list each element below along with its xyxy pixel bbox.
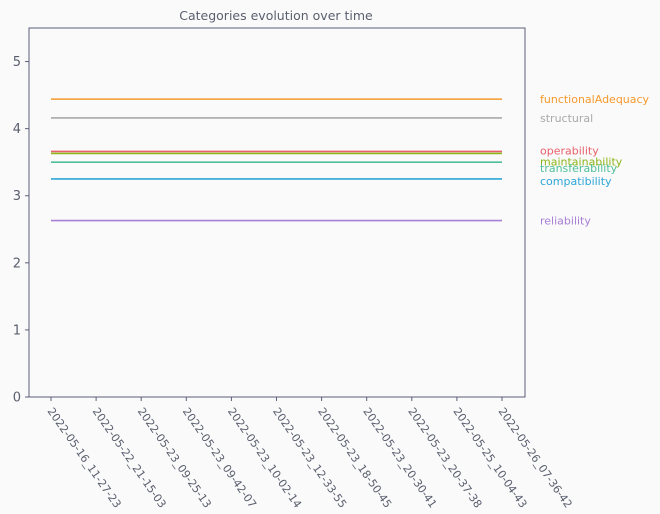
- series-label: compatibility: [540, 175, 612, 188]
- y-tick-label: 5: [13, 55, 21, 70]
- series-label: maintainability: [540, 155, 623, 168]
- y-tick-label: 2: [13, 256, 21, 271]
- series-label: structural: [540, 112, 593, 125]
- y-tick-label: 1: [13, 323, 21, 338]
- x-tick-label: 2022-05-26_07-36-42: [496, 405, 575, 510]
- y-tick-label: 3: [13, 189, 21, 204]
- y-tick-label: 4: [13, 122, 21, 137]
- series-label: operability: [540, 144, 599, 157]
- y-tick-label: 0: [13, 391, 21, 406]
- plot-area-frame: [28, 27, 526, 398]
- chart-title: Categories evolution over time: [179, 8, 373, 23]
- series-label: reliability: [540, 215, 591, 228]
- series-label: transferability: [540, 162, 618, 175]
- series-label: functionalAdequacy: [540, 93, 650, 106]
